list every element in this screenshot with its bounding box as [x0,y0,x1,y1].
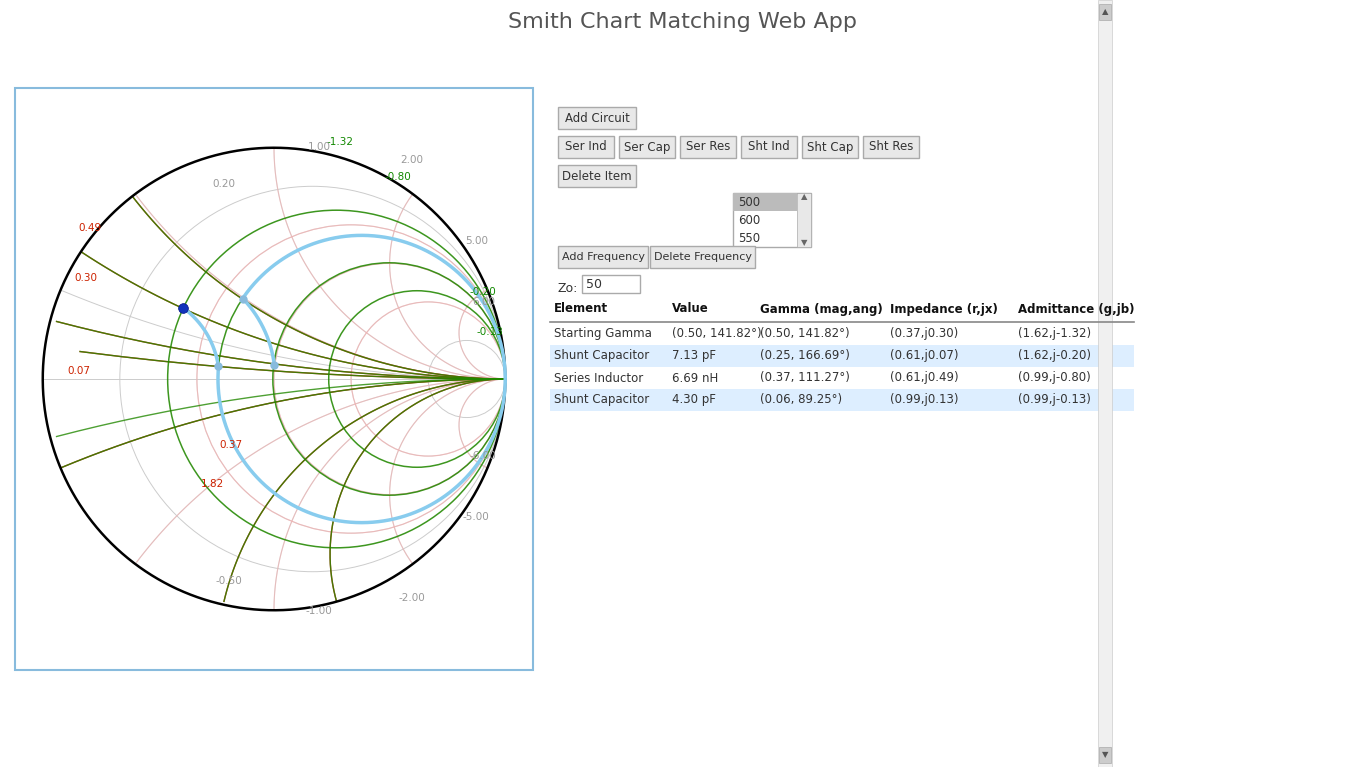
Bar [680,136,736,158]
Text: Delete Frequency: Delete Frequency [653,252,751,262]
Bar [619,136,675,158]
Text: Shunt Capacitor: Shunt Capacitor [555,393,649,407]
Text: 0.20: 0.20 [213,179,236,189]
Text: Series Inductor: Series Inductor [555,371,643,384]
Text: Sht Ind: Sht Ind [749,140,790,153]
Text: ▼: ▼ [800,239,807,248]
Bar [796,193,811,247]
Text: (1.62,j-1.32): (1.62,j-1.32) [1018,328,1091,341]
Text: -0.50: -0.50 [216,576,242,586]
Text: Smith Chart Matching Web App: Smith Chart Matching Web App [508,12,858,32]
Text: ▲: ▲ [800,193,807,202]
Text: Value: Value [672,302,709,315]
Text: (0.06, 89.25°): (0.06, 89.25°) [759,393,841,407]
Text: 1.82: 1.82 [201,479,224,489]
Text: 600: 600 [738,213,761,226]
Bar [740,136,796,158]
Text: (0.61,j0.07): (0.61,j0.07) [891,350,959,363]
Text: 0.37: 0.37 [220,440,243,450]
Bar [550,345,1134,367]
Text: 0.49: 0.49 [79,222,101,232]
Text: 5.00: 5.00 [464,236,488,246]
Text: 0.07: 0.07 [67,366,90,376]
Text: 500: 500 [738,196,759,209]
Text: Sht Cap: Sht Cap [807,140,854,153]
Bar [1100,747,1111,763]
Text: Impedance (r,jx): Impedance (r,jx) [891,302,999,315]
Bar [557,165,637,187]
Bar [557,246,647,268]
Bar [557,107,637,129]
Text: (0.99,j-0.80): (0.99,j-0.80) [1018,371,1090,384]
Bar [734,193,811,247]
Text: -2.00: -2.00 [399,593,425,603]
Text: (0.37,j0.30): (0.37,j0.30) [891,328,959,341]
Text: -6.00: -6.00 [470,452,497,462]
Text: ▼: ▼ [1102,750,1108,759]
Text: Zo:: Zo: [557,281,578,295]
Bar [557,136,613,158]
Text: 550: 550 [738,232,759,245]
Text: 4.30 pF: 4.30 pF [672,393,716,407]
Text: (0.37, 111.27°): (0.37, 111.27°) [759,371,850,384]
Bar [1100,4,1111,20]
Bar [1098,0,1112,767]
Text: -5.00: -5.00 [463,512,490,522]
Text: Shunt Capacitor: Shunt Capacitor [555,350,649,363]
Text: Add Frequency: Add Frequency [561,252,645,262]
Text: 6.69 nH: 6.69 nH [672,371,719,384]
Text: -0.80: -0.80 [384,172,411,182]
Text: 2.00: 2.00 [400,156,423,166]
Text: (0.61,j0.49): (0.61,j0.49) [891,371,959,384]
Text: Admittance (g,jb): Admittance (g,jb) [1018,302,1135,315]
Bar [582,275,641,293]
Text: -1.00: -1.00 [306,607,332,617]
Text: Gamma (mag,ang): Gamma (mag,ang) [759,302,882,315]
Text: Element: Element [555,302,608,315]
Bar [550,367,1134,389]
Text: 7.13 pF: 7.13 pF [672,350,716,363]
Bar [802,136,858,158]
Text: Starting Gamma: Starting Gamma [555,328,652,341]
Text: -0.20: -0.20 [470,288,497,298]
Text: 6.00: 6.00 [471,297,494,307]
Text: (1.62,j-0.20): (1.62,j-0.20) [1018,350,1091,363]
Text: 1.00: 1.00 [307,142,331,152]
Text: ▲: ▲ [1102,8,1108,17]
Text: 0.30: 0.30 [74,273,97,283]
Bar [550,389,1134,411]
Text: (0.50, 141.82°): (0.50, 141.82°) [672,328,762,341]
Bar [734,193,796,211]
Text: Sht Res: Sht Res [869,140,914,153]
Bar [550,323,1134,345]
Text: 50: 50 [586,278,602,291]
FancyBboxPatch shape [15,88,533,670]
Text: (0.99,j-0.13): (0.99,j-0.13) [1018,393,1091,407]
Text: -0.13: -0.13 [477,327,504,337]
Text: (0.25, 166.69°): (0.25, 166.69°) [759,350,850,363]
Text: Ser Ind: Ser Ind [566,140,607,153]
Text: (0.50, 141.82°): (0.50, 141.82°) [759,328,850,341]
Bar [863,136,919,158]
Text: Delete Item: Delete Item [563,170,632,183]
Text: (0.99,j0.13): (0.99,j0.13) [891,393,959,407]
Text: -1.32: -1.32 [326,137,354,147]
Text: Ser Res: Ser Res [686,140,731,153]
Text: Add Circuit: Add Circuit [564,111,630,124]
Text: Ser Cap: Ser Cap [624,140,671,153]
Bar [650,246,755,268]
